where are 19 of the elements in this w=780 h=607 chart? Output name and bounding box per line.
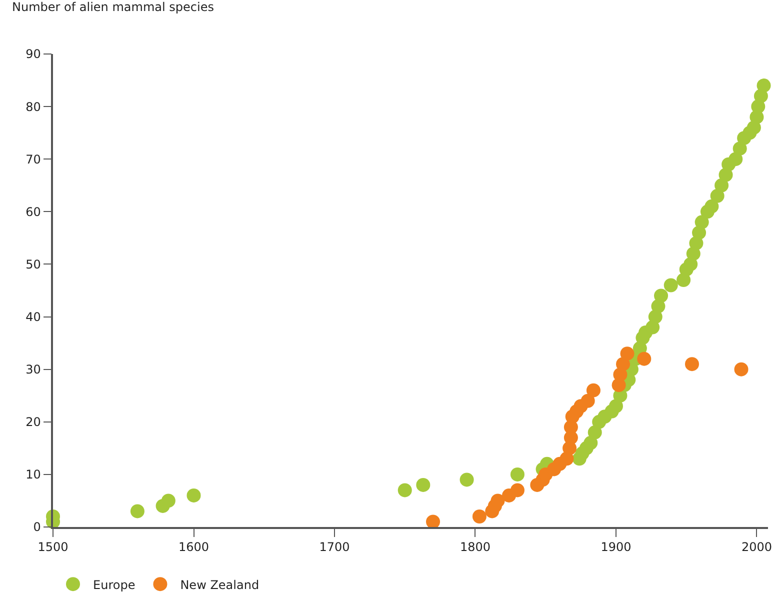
x-tick-label: 1600 (178, 540, 210, 554)
x-tick-label: 1700 (319, 540, 350, 554)
y-tick-label: 70 (26, 152, 41, 166)
y-tick-label: 30 (26, 362, 41, 377)
y-tick-label: 10 (26, 468, 41, 482)
x-tick-label: 2000 (741, 540, 772, 554)
legend-label: New Zealand (180, 578, 260, 592)
y-tick-label: 20 (26, 415, 41, 430)
y-tick-label: 50 (26, 257, 41, 272)
y-tick-label: 60 (26, 204, 41, 219)
y-axis-title: Number of alien mammal species (12, 0, 214, 14)
x-tick-label: 1800 (460, 540, 491, 554)
x-tick-label: 1500 (38, 540, 68, 554)
legend-label: Europe (93, 578, 136, 592)
y-tick-label: 90 (26, 47, 41, 62)
y-tick-label: 40 (26, 310, 41, 324)
y-tick-label: 80 (26, 100, 41, 114)
y-tick-label: 0 (33, 520, 41, 534)
x-tick-label: 1900 (600, 540, 632, 554)
